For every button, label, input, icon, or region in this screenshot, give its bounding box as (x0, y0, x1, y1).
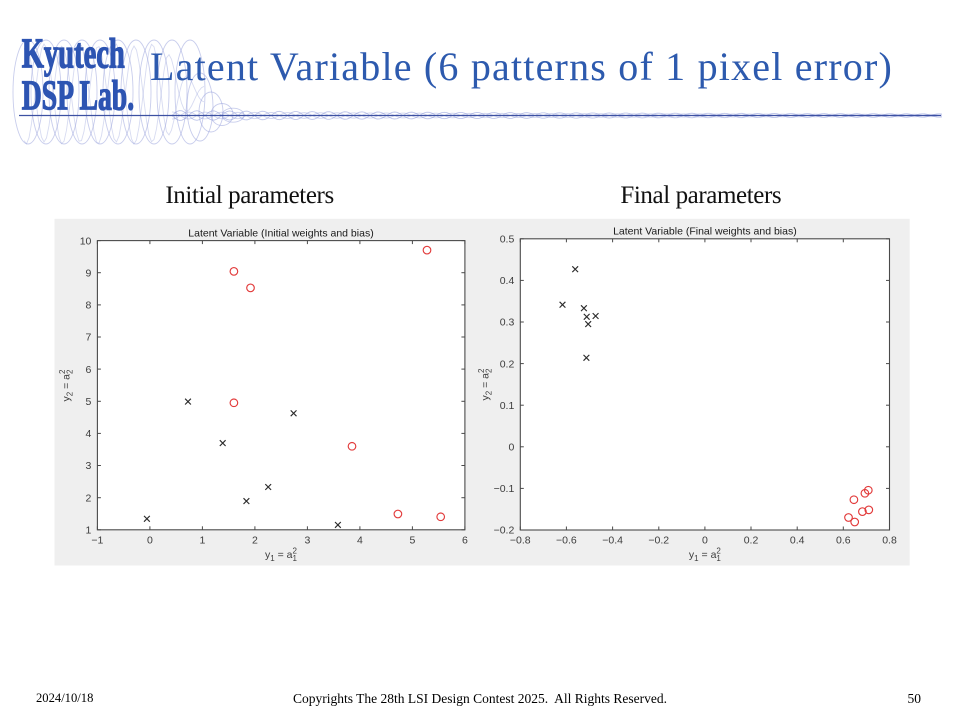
svg-text:3: 3 (86, 460, 92, 472)
svg-text:0.1: 0.1 (500, 400, 515, 412)
svg-text:−0.4: −0.4 (602, 535, 623, 547)
svg-text:y1 = a12: y1 = a12 (265, 547, 298, 564)
svg-text:1: 1 (199, 535, 205, 547)
svg-text:0.4: 0.4 (500, 275, 515, 287)
svg-text:7: 7 (86, 332, 92, 344)
svg-text:y1 = a12: y1 = a12 (689, 547, 722, 564)
svg-text:Latent Variable (Final weights: Latent Variable (Final weights and bias) (613, 226, 797, 238)
svg-text:2: 2 (252, 535, 258, 547)
svg-text:3: 3 (304, 535, 310, 547)
svg-text:4: 4 (86, 428, 92, 440)
svg-text:5: 5 (86, 396, 92, 408)
svg-text:−0.2: −0.2 (494, 525, 515, 537)
svg-text:10: 10 (80, 235, 92, 247)
svg-text:0.2: 0.2 (744, 535, 759, 547)
svg-text:9: 9 (86, 267, 92, 279)
svg-text:Latent Variable (Initial weigh: Latent Variable (Initial weights and bia… (188, 228, 373, 240)
svg-text:0: 0 (508, 442, 514, 454)
svg-text:4: 4 (357, 535, 363, 547)
svg-text:0.5: 0.5 (500, 234, 515, 246)
svg-text:0: 0 (147, 535, 153, 547)
svg-text:−0.8: −0.8 (510, 535, 531, 547)
svg-text:6: 6 (86, 364, 92, 376)
svg-text:5: 5 (409, 535, 415, 547)
svg-text:8: 8 (86, 300, 92, 312)
svg-text:0.4: 0.4 (790, 535, 805, 547)
svg-text:y2 = a22: y2 = a22 (58, 369, 75, 402)
svg-text:1: 1 (86, 525, 92, 537)
svg-text:0.8: 0.8 (882, 535, 897, 547)
svg-text:−0.2: −0.2 (648, 535, 669, 547)
svg-text:0.2: 0.2 (500, 358, 515, 370)
svg-text:y2 = a22: y2 = a22 (477, 368, 494, 401)
svg-text:0: 0 (702, 535, 708, 547)
svg-text:DSP Lab.: DSP Lab. (22, 72, 134, 119)
svg-text:0.3: 0.3 (500, 317, 515, 329)
svg-text:Kyutech: Kyutech (22, 30, 125, 77)
svg-text:0.6: 0.6 (836, 535, 851, 547)
svg-text:−0.1: −0.1 (494, 483, 515, 495)
svg-text:−1: −1 (91, 535, 103, 547)
svg-text:−0.6: −0.6 (556, 535, 577, 547)
svg-text:2: 2 (86, 492, 92, 504)
svg-text:6: 6 (462, 535, 468, 547)
